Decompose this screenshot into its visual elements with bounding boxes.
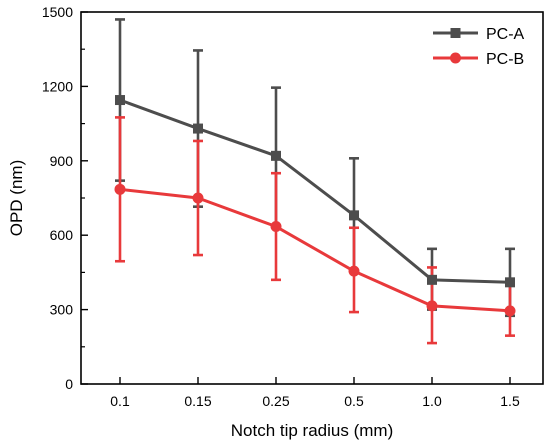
- data-point-pc-a: [349, 210, 359, 221]
- legend-marker-pc-a: [450, 28, 461, 38]
- legend: PC-A PC-B: [433, 26, 525, 68]
- plot-frame: [80, 11, 544, 385]
- data-point-pc-a: [271, 150, 281, 161]
- y-axis-title: OPD (nm): [7, 160, 26, 237]
- y-tick-label: 0: [65, 376, 73, 392]
- legend-label-pc-a: PC-A: [486, 26, 525, 43]
- x-tick-label: 0.5: [344, 393, 364, 409]
- x-tick-label: 0.1: [110, 393, 130, 409]
- data-point-pc-b: [270, 221, 282, 233]
- legend-label-pc-b: PC-B: [486, 51, 524, 68]
- x-tick-label: 0.15: [184, 393, 211, 409]
- data-point-pc-a: [505, 277, 515, 288]
- data-point-pc-b: [114, 183, 126, 195]
- y-tick-label: 1500: [42, 4, 73, 20]
- y-tick-label: 900: [50, 153, 74, 169]
- x-axis-title: Notch tip radius (mm): [231, 421, 393, 440]
- x-tick-label: 0.25: [262, 393, 289, 409]
- series-line-pc-b: [119, 187, 511, 313]
- y-tick-label: 300: [50, 302, 74, 318]
- y-tick-label: 1200: [42, 78, 73, 94]
- data-point-pc-b: [426, 300, 438, 312]
- legend-marker-pc-b: [450, 52, 461, 64]
- data-point-pc-a: [193, 123, 203, 134]
- data-point-pc-b: [192, 192, 204, 204]
- x-tick-label: 1.0: [422, 393, 442, 409]
- y-tick-label: 600: [50, 227, 74, 243]
- series-line-pc-a: [119, 98, 511, 284]
- data-point-pc-a: [427, 274, 437, 285]
- data-point-pc-a: [115, 95, 125, 106]
- x-tick-label: 1.5: [500, 393, 520, 409]
- data-point-pc-b: [504, 305, 516, 317]
- data-point-pc-b: [348, 265, 360, 277]
